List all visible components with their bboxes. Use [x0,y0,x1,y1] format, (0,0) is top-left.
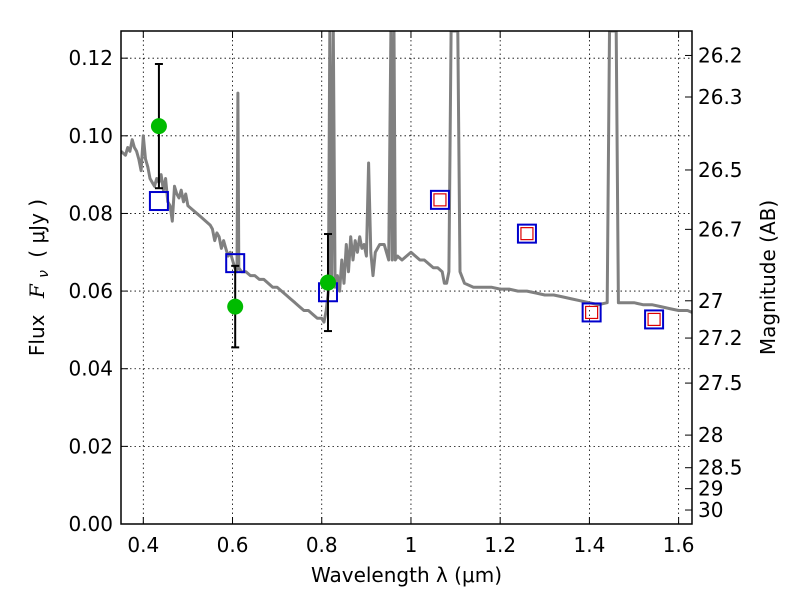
right-tick-label: 26.7 [698,217,743,241]
right-axis-title: Magnitude (AB) [756,200,780,355]
axes: 0.4 0.6 0.8 1 1.2 1.4 1.6 0.00 0.02 0.04 0.06 0.08 0… [68,31,743,557]
y-axis-title: Flux F ν ( μJy ) [25,199,53,356]
x-tick-label: 1.4 [573,533,605,557]
y-tick-label: 0.00 [68,512,113,536]
right-tick-label: 26.5 [698,158,743,182]
model-photometry-marker [581,302,602,323]
plot-frame [120,30,693,525]
x-tick-label: 0.8 [306,533,338,557]
observed-point [150,118,167,135]
y-tick-label: 0.06 [68,279,113,303]
y-tick-label: 0.08 [68,201,113,225]
plot-area [121,31,692,349]
spectrum-line [121,31,692,324]
x-axis-title: Wavelength λ (μm) [311,563,502,587]
model-photometry-marker [644,309,665,330]
x-tick-label: 1.2 [484,533,516,557]
model-photometry-marker [516,223,537,244]
y-tick-label: 0.10 [68,124,113,148]
right-tick-label: 27 [698,289,723,313]
model-photometry-marker [429,189,450,210]
right-tick-label: 26.3 [698,85,743,109]
predicted-marker [520,227,534,241]
y-axis-title-symbol: F [25,283,49,299]
x-tick-label: 1 [405,533,418,557]
x-tick-label: 1.6 [663,533,695,557]
y-axis-title-units: ( μJy ) [25,199,49,258]
observed-point [319,274,336,291]
right-tick-label: 29 [698,477,723,501]
x-tick-label: 0.6 [217,533,249,557]
right-tick-label: 28 [698,423,723,447]
y-axis-title-prefix: Flux [25,314,49,356]
y-axis-title-subscript: ν [36,270,52,278]
grid [121,31,692,524]
right-tick-label: 26.2 [698,43,743,67]
right-tick-label: 27.2 [698,326,743,350]
x-tick-label: 0.4 [127,533,159,557]
right-tick-label: 27.5 [698,371,743,395]
predicted-marker [433,193,447,207]
predicted-marker [585,305,599,320]
predicted-marker [647,312,661,327]
observed-point [227,298,244,315]
right-tick-label: 28.5 [698,456,743,480]
plot-clip-group [121,31,692,324]
y-tick-label: 0.04 [68,357,113,381]
model-photometry-marker [148,191,169,212]
y-tick-label: 0.12 [68,46,113,70]
right-tick-label: 30 [698,498,723,522]
y-tick-label: 0.02 [68,434,113,458]
